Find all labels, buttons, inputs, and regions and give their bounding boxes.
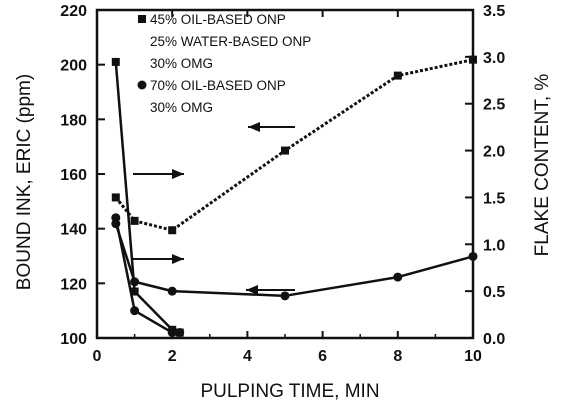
series-1-point-5 [468,251,478,261]
x-axis-label: PULPING TIME, MIN [200,381,379,400]
series-0-point-5 [469,55,477,64]
series-1-point-3 [280,291,290,301]
y-left-tick-label-4: 180 [60,112,87,129]
series-0-point-0 [111,193,120,202]
y-right-tick-label-1: 0.5 [483,284,505,301]
series-3-point-0 [111,213,121,223]
series-layer [111,55,478,338]
x-tick-label-1: 2 [168,348,177,365]
ticks: 0 2 4 6 8 10 100 120 140 160 180 200 220 0.0 0.5 1.0 1.5… [60,3,505,365]
series-1-point-4 [393,272,403,282]
legend-text-0-1: 25% WATER-BASED ONP [150,34,311,49]
y-right-tick-label-5: 2.5 [483,97,505,114]
series-3-point-1 [130,306,140,316]
legend-marker-0 [138,15,146,23]
x-tick-label-2: 4 [243,348,252,365]
y-left-tick-label-2: 140 [60,222,87,239]
y-left-tick-label-6: 220 [60,3,87,20]
x-tick-label-4: 8 [393,348,402,365]
series-3-line [114,217,180,334]
series-2-point-1 [130,287,139,296]
series-0-point-2 [168,226,177,235]
series-0-point-3 [281,146,289,155]
y-right-tick-label-2: 1.0 [483,237,505,254]
y-left-tick-label-3: 160 [60,167,87,184]
y-right-tick-label-7: 3.5 [483,3,505,20]
arrow-right-lower-head [172,254,184,264]
x-tick-label-0: 0 [93,348,102,365]
y-right-tick-label-0: 0.0 [483,331,505,348]
x-tick-label-5: 10 [464,348,482,365]
x-tick-label-3: 6 [318,348,327,365]
legend-marker-1 [137,80,147,90]
y-right-tick-label-6: 3.0 [483,50,505,67]
legend-text-1-0: 70% OIL-BASED ONP [150,78,286,93]
series-1-line [114,223,474,298]
series-0-point-4 [393,71,402,80]
series-0-point-1 [130,216,139,225]
legend-text-0-0: 45% OIL-BASED ONP [150,12,286,27]
y-right-axis-label: FLAKE CONTENT, % [532,74,553,257]
arrows [133,122,295,295]
legend-text-0-2: 30% OMG [150,56,213,71]
series-1-point-2 [167,286,177,296]
legend-text-1-1: 30% OMG [150,100,213,115]
arrow-left-upper-head [248,122,260,132]
y-left-tick-label-5: 200 [60,58,87,75]
series-3-point-2 [167,328,177,338]
y-right-tick-label-3: 1.5 [483,190,505,207]
legend: 45% OIL-BASED ONP 25% WATER-BASED ONP 30% … [137,12,311,115]
series-3-point-3 [175,328,185,338]
y-left-axis-label: BOUND INK, ERIC (ppm) [14,74,35,290]
arrow-left-lower-head [246,285,258,295]
y-left-tick-label-0: 100 [60,331,87,348]
y-left-tick-label-1: 120 [60,276,87,293]
y-right-tick-label-4: 2.0 [483,144,505,161]
series-2-point-0 [111,57,120,66]
arrow-right-upper-head [172,169,184,179]
